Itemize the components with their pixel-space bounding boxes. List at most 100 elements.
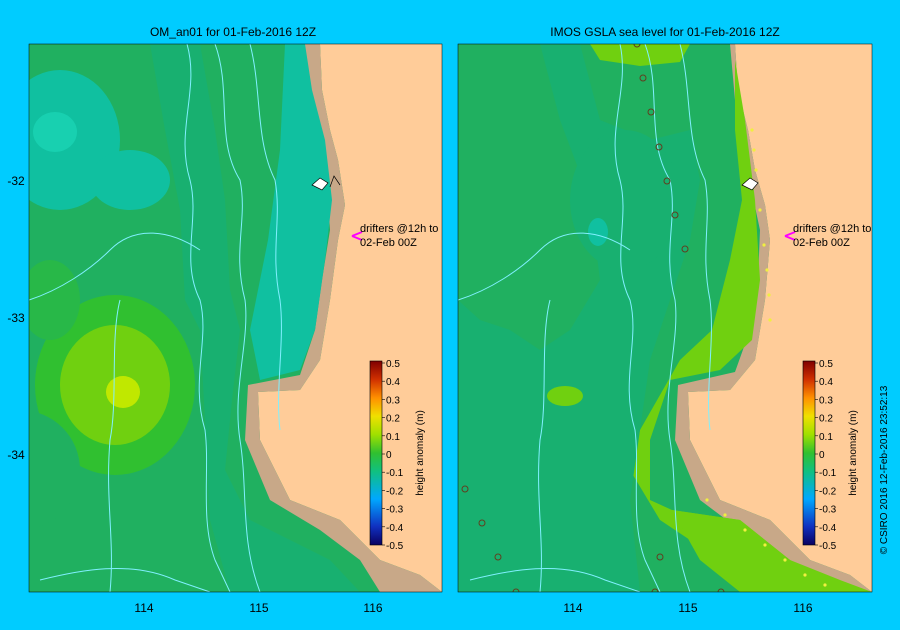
track-point bbox=[754, 168, 758, 172]
colorbar-tick-label: 0 bbox=[819, 450, 825, 461]
left-annotation-line1: drifters @12h to bbox=[360, 223, 438, 235]
right-colorbar-ramp bbox=[802, 360, 816, 546]
track-point bbox=[478, 519, 486, 527]
left-drifter-arrow bbox=[351, 231, 363, 241]
colorbar-tick-label: 0.2 bbox=[386, 414, 400, 425]
right-shelf-positive bbox=[630, 60, 872, 592]
track-point bbox=[633, 44, 641, 48]
left-ytick: -34 bbox=[7, 448, 25, 462]
track-point bbox=[767, 293, 771, 297]
colorbar-tick-label: -0.1 bbox=[386, 468, 404, 479]
left-map bbox=[29, 44, 442, 592]
track-point bbox=[765, 268, 769, 272]
track-point bbox=[750, 128, 754, 132]
right-xticks: 114 115 116 bbox=[563, 601, 812, 615]
left-inner-shelf-water bbox=[250, 44, 332, 380]
colorbar-tick-label: -0.1 bbox=[819, 468, 837, 479]
track-point bbox=[752, 148, 756, 152]
colorbar-tick-label: -0.3 bbox=[386, 505, 404, 516]
left-xtick: 114 bbox=[134, 601, 153, 615]
colorbar-tick-label: 0 bbox=[386, 450, 392, 461]
colorbar-tick-label: -0.2 bbox=[819, 486, 837, 497]
right-estuary bbox=[741, 177, 759, 191]
track-point bbox=[723, 513, 727, 517]
left-xtick: 115 bbox=[249, 601, 268, 615]
track-point bbox=[494, 553, 502, 561]
left-high-core bbox=[106, 376, 140, 408]
track-point bbox=[743, 528, 747, 532]
track-point bbox=[803, 573, 807, 577]
left-colorbar-label: height anomaly (m) bbox=[415, 410, 426, 496]
colorbar-tick-label: 0.3 bbox=[386, 395, 400, 406]
right-title: IMOS GSLA sea level for 01-Feb-2016 12Z bbox=[550, 25, 779, 39]
right-colorbar-label: height anomaly (m) bbox=[848, 410, 859, 496]
track-point bbox=[783, 558, 787, 562]
colorbar-tick-label: -0.4 bbox=[819, 523, 837, 534]
track-point bbox=[763, 543, 767, 547]
right-annotation-line2: 02-Feb 00Z bbox=[793, 237, 850, 249]
left-low-sw bbox=[29, 410, 80, 530]
left-colorbar-ramp bbox=[369, 360, 383, 546]
left-xticks: 114 115 116 bbox=[134, 601, 382, 615]
colorbar-tick-label: 0.1 bbox=[386, 432, 400, 443]
track-point bbox=[512, 588, 520, 592]
colorbar-tick-label: 0.3 bbox=[819, 395, 833, 406]
right-annotation-line1: drifters @12h to bbox=[793, 223, 871, 235]
right-isobaths bbox=[458, 44, 712, 592]
track-point bbox=[681, 245, 689, 253]
right-high-south bbox=[672, 510, 820, 592]
left-low-center bbox=[90, 150, 170, 210]
right-high-patch bbox=[547, 386, 583, 406]
right-map bbox=[458, 44, 872, 592]
left-ytick: -33 bbox=[7, 311, 25, 325]
right-xtick: 116 bbox=[793, 601, 812, 615]
left-estuary bbox=[311, 177, 329, 191]
track-point bbox=[639, 74, 647, 82]
right-xtick: 114 bbox=[563, 601, 582, 615]
track-point bbox=[717, 588, 725, 592]
colorbar-tick-label: -0.5 bbox=[386, 541, 404, 552]
track-point bbox=[671, 211, 679, 219]
left-high-west bbox=[29, 260, 80, 340]
panel-left: OM_an01 for 01-Feb-2016 12Z bbox=[7, 25, 443, 615]
left-annotation-line2: 02-Feb 00Z bbox=[360, 237, 417, 249]
right-colorbar-ticks: 0.5 0.4 0.3 0.2 0.1 0 -0.1 -0.2 -0.3 -0.4 -0.5 bbox=[815, 359, 837, 552]
right-colorbar: 0.5 0.4 0.3 0.2 0.1 0 -0.1 -0.2 -0.3 -0.4 -0.5 hei… bbox=[802, 359, 859, 552]
track-point bbox=[647, 108, 655, 116]
left-colorbar: 0.5 0.4 0.3 0.2 0.1 0 -0.1 -0.2 -0.3 -0.4 -0.5 hei… bbox=[369, 359, 426, 552]
left-colorbar-ticks: 0.5 0.4 0.3 0.2 0.1 0 -0.1 -0.2 -0.3 -0.4 -0.5 bbox=[382, 359, 404, 552]
colorbar-tick-label: -0.2 bbox=[386, 486, 404, 497]
colorbar-tick-label: -0.5 bbox=[819, 541, 837, 552]
track-point bbox=[656, 553, 664, 561]
left-coastline-detail bbox=[329, 175, 341, 188]
left-isobaths bbox=[29, 44, 282, 592]
left-title: OM_an01 for 01-Feb-2016 12Z bbox=[150, 25, 316, 39]
left-yticks: -32 -33 -34 bbox=[7, 174, 25, 462]
track-point bbox=[655, 143, 663, 151]
right-high-north bbox=[590, 44, 690, 66]
track-point bbox=[663, 177, 671, 185]
right-low-center bbox=[570, 130, 680, 270]
right-band-west bbox=[458, 44, 600, 350]
right-low-core bbox=[588, 218, 608, 246]
colorbar-tick-label: 0.4 bbox=[819, 377, 833, 388]
right-frame bbox=[457, 43, 873, 593]
panel-right: IMOS GSLA sea level for 01-Feb-2016 12Z bbox=[457, 25, 873, 615]
left-xtick: 116 bbox=[363, 601, 382, 615]
track-point bbox=[762, 243, 766, 247]
track-point bbox=[651, 588, 659, 592]
track-point bbox=[705, 498, 709, 502]
right-drifter-track-points bbox=[461, 44, 827, 592]
left-frame bbox=[28, 43, 443, 593]
colorbar-tick-label: -0.4 bbox=[386, 523, 404, 534]
colorbar-tick-label: 0.2 bbox=[819, 414, 833, 425]
right-drifter-arrow bbox=[784, 231, 796, 241]
track-point bbox=[823, 583, 827, 587]
colorbar-tick-label: 0.4 bbox=[386, 377, 400, 388]
track-point bbox=[768, 318, 772, 322]
credit-text: © CSIRO 2016 12-Feb-2016 23:52:13 bbox=[879, 385, 890, 554]
colorbar-tick-label: 0.5 bbox=[386, 359, 400, 370]
colorbar-tick-label: 0.1 bbox=[819, 432, 833, 443]
right-xtick: 115 bbox=[678, 601, 697, 615]
